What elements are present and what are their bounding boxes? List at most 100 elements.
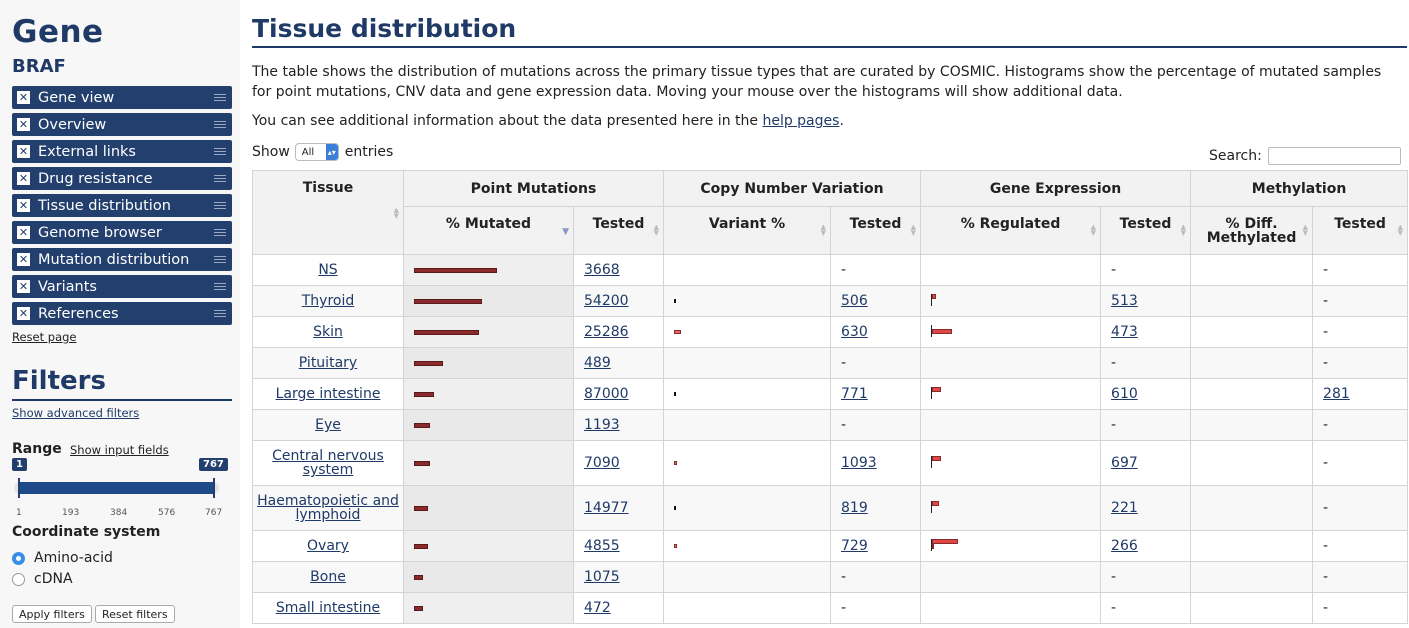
- cell-pm-mutated[interactable]: [403, 485, 574, 531]
- ge-over-bar[interactable]: [932, 456, 941, 461]
- drag-handle-icon[interactable]: [214, 202, 226, 209]
- tissue-link[interactable]: Eye: [315, 417, 341, 433]
- col-header-tissue[interactable]: Tissue ▲ ▼: [252, 170, 404, 255]
- col-header-ge-tested[interactable]: Tested ▲ ▼: [1100, 206, 1192, 255]
- radio-amino-acid[interactable]: Amino-acid: [12, 550, 113, 566]
- search-input[interactable]: [1267, 147, 1401, 165]
- pm-tested-link[interactable]: 1193: [584, 417, 620, 433]
- cell-pm-mutated[interactable]: [403, 254, 574, 286]
- cell-ge-regulated[interactable]: [920, 378, 1102, 410]
- pm-histogram-bar[interactable]: [414, 605, 423, 611]
- ge-tested-link[interactable]: 473: [1111, 324, 1138, 340]
- cell-pm-mutated[interactable]: [403, 592, 574, 624]
- ge-tested-link[interactable]: 513: [1111, 293, 1138, 309]
- close-icon[interactable]: ✕: [17, 91, 30, 104]
- cnv-histogram-bar[interactable]: [674, 506, 677, 510]
- drag-handle-icon[interactable]: [214, 121, 226, 128]
- nav-item-overview[interactable]: ✕ Overview: [12, 113, 232, 136]
- cell-ge-regulated[interactable]: [920, 285, 1102, 317]
- drag-handle-icon[interactable]: [214, 175, 226, 182]
- ge-histogram[interactable]: [931, 456, 971, 470]
- cell-pm-mutated[interactable]: [403, 530, 574, 562]
- pm-tested-link[interactable]: 25286: [584, 324, 629, 340]
- col-header-me-tested[interactable]: Tested ▲ ▼: [1312, 206, 1409, 255]
- col-header-cnv-tested[interactable]: Tested ▲ ▼: [830, 206, 922, 255]
- close-icon[interactable]: ✕: [17, 280, 30, 293]
- show-input-fields-link[interactable]: Show input fields: [70, 443, 169, 457]
- tissue-link[interactable]: Small intestine: [275, 600, 381, 616]
- ge-histogram[interactable]: [931, 294, 971, 308]
- pm-tested-link[interactable]: 14977: [584, 500, 629, 516]
- pm-histogram-bar[interactable]: [414, 505, 428, 511]
- nav-item-drug-resistance[interactable]: ✕ Drug resistance: [12, 167, 232, 190]
- tissue-link[interactable]: Haematopoietic and lymphoid: [257, 493, 399, 523]
- radio-selected-icon[interactable]: [12, 551, 25, 565]
- me-tested-link[interactable]: 281: [1323, 386, 1350, 402]
- ge-over-bar[interactable]: [932, 387, 941, 392]
- cnv-tested-link[interactable]: 506: [841, 293, 868, 309]
- col-header-me-diff[interactable]: % Diff. Methylated ▲ ▼: [1190, 206, 1314, 255]
- pm-histogram-bar[interactable]: [414, 298, 482, 304]
- close-icon[interactable]: ✕: [17, 172, 30, 185]
- nav-item-tissue-distribution[interactable]: ✕ Tissue distribution: [12, 194, 232, 217]
- cell-ge-regulated[interactable]: [920, 316, 1102, 348]
- cell-pm-mutated[interactable]: [403, 409, 574, 441]
- cell-ge-regulated[interactable]: [920, 485, 1102, 531]
- col-header-pm-mutated[interactable]: % Mutated ▼: [403, 206, 574, 255]
- close-icon[interactable]: ✕: [17, 199, 30, 212]
- col-header-cnv-variant[interactable]: Variant % ▲ ▼: [663, 206, 832, 255]
- reset-filters-button[interactable]: Reset filters: [95, 605, 175, 623]
- tissue-link[interactable]: Bone: [310, 569, 346, 585]
- ge-tested-link[interactable]: 610: [1111, 386, 1138, 402]
- cnv-histogram-bar[interactable]: [674, 330, 681, 334]
- tissue-link[interactable]: Large intestine: [275, 386, 381, 402]
- range-max-handle[interactable]: [213, 478, 215, 498]
- cnv-histogram-bar[interactable]: [674, 392, 677, 396]
- ge-over-bar[interactable]: [932, 539, 959, 544]
- cell-pm-mutated[interactable]: [403, 316, 574, 348]
- pm-tested-link[interactable]: 3668: [584, 262, 620, 278]
- tissue-link[interactable]: Ovary: [307, 538, 349, 554]
- col-header-pm-tested[interactable]: Tested ▲ ▼: [572, 206, 665, 255]
- cell-pm-mutated[interactable]: [403, 285, 574, 317]
- pm-histogram-bar[interactable]: [414, 329, 480, 335]
- cell-pm-mutated[interactable]: [403, 378, 574, 410]
- drag-handle-icon[interactable]: [214, 310, 226, 317]
- tissue-link[interactable]: NS: [318, 262, 338, 278]
- apply-filters-button[interactable]: Apply filters: [12, 605, 92, 623]
- ge-histogram[interactable]: [931, 325, 971, 339]
- cell-cnv-variant[interactable]: [663, 440, 832, 486]
- close-icon[interactable]: ✕: [17, 145, 30, 158]
- pm-tested-link[interactable]: 7090: [584, 455, 620, 471]
- cell-ge-regulated[interactable]: [920, 440, 1102, 486]
- pm-histogram-bar[interactable]: [414, 543, 428, 549]
- pm-histogram-bar[interactable]: [414, 422, 430, 428]
- pm-tested-link[interactable]: 1075: [584, 569, 620, 585]
- show-advanced-filters-link[interactable]: Show advanced filters: [12, 406, 140, 420]
- reset-page-link[interactable]: Reset page: [12, 330, 77, 344]
- cell-ge-regulated[interactable]: [920, 530, 1102, 562]
- pm-tested-link[interactable]: 489: [584, 355, 611, 371]
- drag-handle-icon[interactable]: [214, 256, 226, 263]
- ge-histogram[interactable]: [931, 501, 971, 515]
- pm-tested-link[interactable]: 472: [584, 600, 611, 616]
- nav-item-external-links[interactable]: ✕ External links: [12, 140, 232, 163]
- drag-handle-icon[interactable]: [214, 229, 226, 236]
- nav-item-references[interactable]: ✕ References: [12, 302, 232, 325]
- ge-over-bar[interactable]: [932, 501, 939, 506]
- help-pages-link[interactable]: help pages: [762, 113, 840, 129]
- cell-cnv-variant[interactable]: [663, 316, 832, 348]
- radio-unselected-icon[interactable]: [12, 572, 25, 586]
- pm-histogram-bar[interactable]: [414, 391, 435, 397]
- cnv-tested-link[interactable]: 729: [841, 538, 868, 554]
- pm-histogram-bar[interactable]: [414, 460, 430, 466]
- range-min-handle[interactable]: [18, 478, 20, 498]
- ge-over-bar[interactable]: [932, 294, 937, 299]
- close-icon[interactable]: ✕: [17, 307, 30, 320]
- close-icon[interactable]: ✕: [17, 253, 30, 266]
- cnv-tested-link[interactable]: 771: [841, 386, 868, 402]
- cell-pm-mutated[interactable]: [403, 347, 574, 379]
- tissue-link[interactable]: Pituitary: [298, 355, 358, 371]
- close-icon[interactable]: ✕: [17, 118, 30, 131]
- pm-tested-link[interactable]: 87000: [584, 386, 629, 402]
